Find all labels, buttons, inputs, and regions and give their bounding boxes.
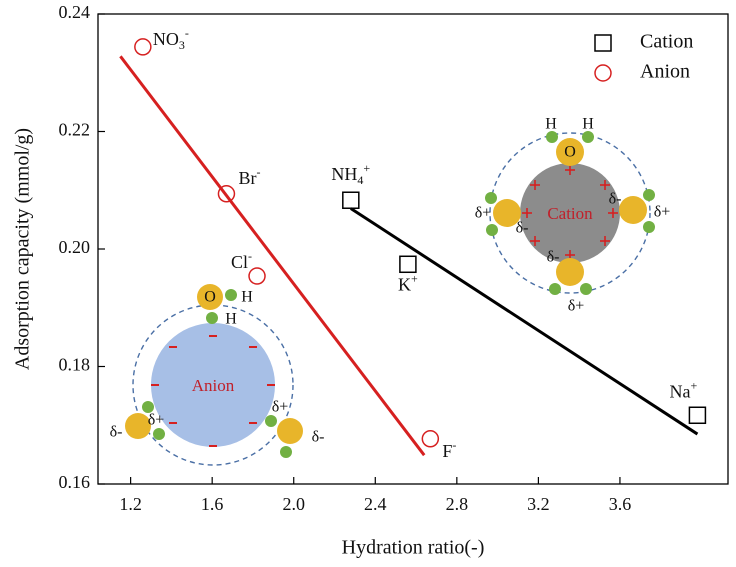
point-label-text: NO bbox=[153, 29, 179, 49]
legend-label: Anion bbox=[640, 61, 690, 83]
atom-label: H bbox=[241, 289, 253, 306]
point bbox=[248, 267, 266, 285]
charge-label: δ- bbox=[609, 191, 622, 208]
point-label: F- bbox=[442, 438, 456, 461]
point bbox=[217, 185, 236, 203]
y-axis-title: Adsorption capacity (mmol/g) bbox=[12, 128, 34, 370]
charge-label: δ- bbox=[547, 249, 560, 266]
point-label-sup: - bbox=[248, 249, 252, 263]
hydration-shell bbox=[132, 304, 294, 466]
point-label: K+ bbox=[398, 271, 418, 294]
charge-label: δ+ bbox=[272, 399, 289, 416]
x-axis-title: Hydration ratio(-) bbox=[342, 537, 485, 559]
charge-label: δ- bbox=[516, 220, 529, 237]
y-tick-label: 0.22 bbox=[59, 120, 91, 140]
legend-item: Anion bbox=[594, 61, 690, 83]
cation-core bbox=[520, 163, 620, 263]
charge-label: δ+ bbox=[568, 298, 585, 315]
x-tick-label: 3.6 bbox=[609, 494, 632, 514]
point-label: Cl- bbox=[231, 249, 252, 272]
point-label: NH4+ bbox=[331, 161, 370, 187]
point-label-text: NH bbox=[331, 164, 357, 184]
point-label-text: Na bbox=[670, 381, 691, 401]
point-label-text: K bbox=[398, 274, 411, 294]
x-tick-label: 2.8 bbox=[446, 494, 469, 514]
legend-marker bbox=[594, 34, 612, 52]
plot-area: 1.2 1.6 2.0 2.4 2.8 3.2 3.6 0.16 0.18 0.20 0.22 0.2… bbox=[59, 2, 729, 514]
legend-marker bbox=[594, 64, 612, 82]
point-label: NO3- bbox=[153, 26, 189, 52]
y-tick-label: 0.16 bbox=[59, 472, 91, 492]
atom-label: H bbox=[225, 311, 237, 328]
charge-label: δ+ bbox=[148, 412, 165, 429]
insets: Anion O H H δ+ δ- δ+ δ- Cation H H O bbox=[110, 116, 671, 466]
x-tick-label: 1.6 bbox=[201, 494, 224, 514]
hydration-shell bbox=[489, 132, 651, 294]
point-label-sup: + bbox=[411, 271, 418, 285]
fit-line bbox=[119, 55, 426, 457]
inset-label: Cation bbox=[547, 204, 593, 223]
charges bbox=[151, 335, 275, 447]
point bbox=[421, 430, 440, 448]
atom-label: O bbox=[564, 144, 576, 161]
point-label-text: Cl bbox=[231, 252, 248, 272]
x-tick-label: 2.4 bbox=[364, 494, 387, 514]
water-molecules bbox=[125, 284, 303, 458]
fit-line bbox=[349, 207, 699, 436]
atom-label: H bbox=[582, 116, 594, 133]
water-molecules bbox=[485, 131, 655, 295]
point-label-sup: - bbox=[185, 26, 189, 40]
point bbox=[134, 38, 152, 56]
charge-label: δ- bbox=[110, 424, 123, 441]
charge-label: δ- bbox=[312, 429, 325, 446]
point-label-text: F bbox=[442, 441, 452, 461]
point-label-sup: - bbox=[452, 438, 456, 452]
point bbox=[342, 191, 360, 209]
inset-label: Anion bbox=[192, 376, 235, 395]
atom-label: O bbox=[204, 289, 216, 306]
charges bbox=[522, 165, 618, 260]
point-label-sup: + bbox=[691, 378, 698, 392]
legend-item: Cation bbox=[594, 31, 693, 53]
point-label: Br- bbox=[238, 165, 260, 188]
legend-label: Cation bbox=[640, 31, 693, 53]
charge-label: δ+ bbox=[654, 204, 671, 221]
point-label: Na+ bbox=[670, 378, 698, 401]
x-tick-label: 2.0 bbox=[282, 494, 305, 514]
point bbox=[688, 406, 707, 425]
x-tick-label: 3.2 bbox=[527, 494, 550, 514]
charge-label: δ+ bbox=[475, 205, 492, 222]
point bbox=[399, 255, 417, 274]
anion-core bbox=[151, 323, 275, 447]
point-label-sub: 4 bbox=[357, 173, 363, 187]
atom-label: H bbox=[545, 116, 557, 133]
point-label-sup: - bbox=[256, 165, 260, 179]
y-tick-label: 0.18 bbox=[59, 355, 91, 375]
point-label-sup: + bbox=[363, 161, 370, 175]
point-label-sub: 3 bbox=[179, 38, 185, 52]
x-tick-label: 1.2 bbox=[119, 494, 142, 514]
y-tick-label: 0.20 bbox=[59, 237, 91, 257]
point-label-text: Br bbox=[238, 168, 256, 188]
y-tick-label: 0.24 bbox=[59, 2, 91, 22]
